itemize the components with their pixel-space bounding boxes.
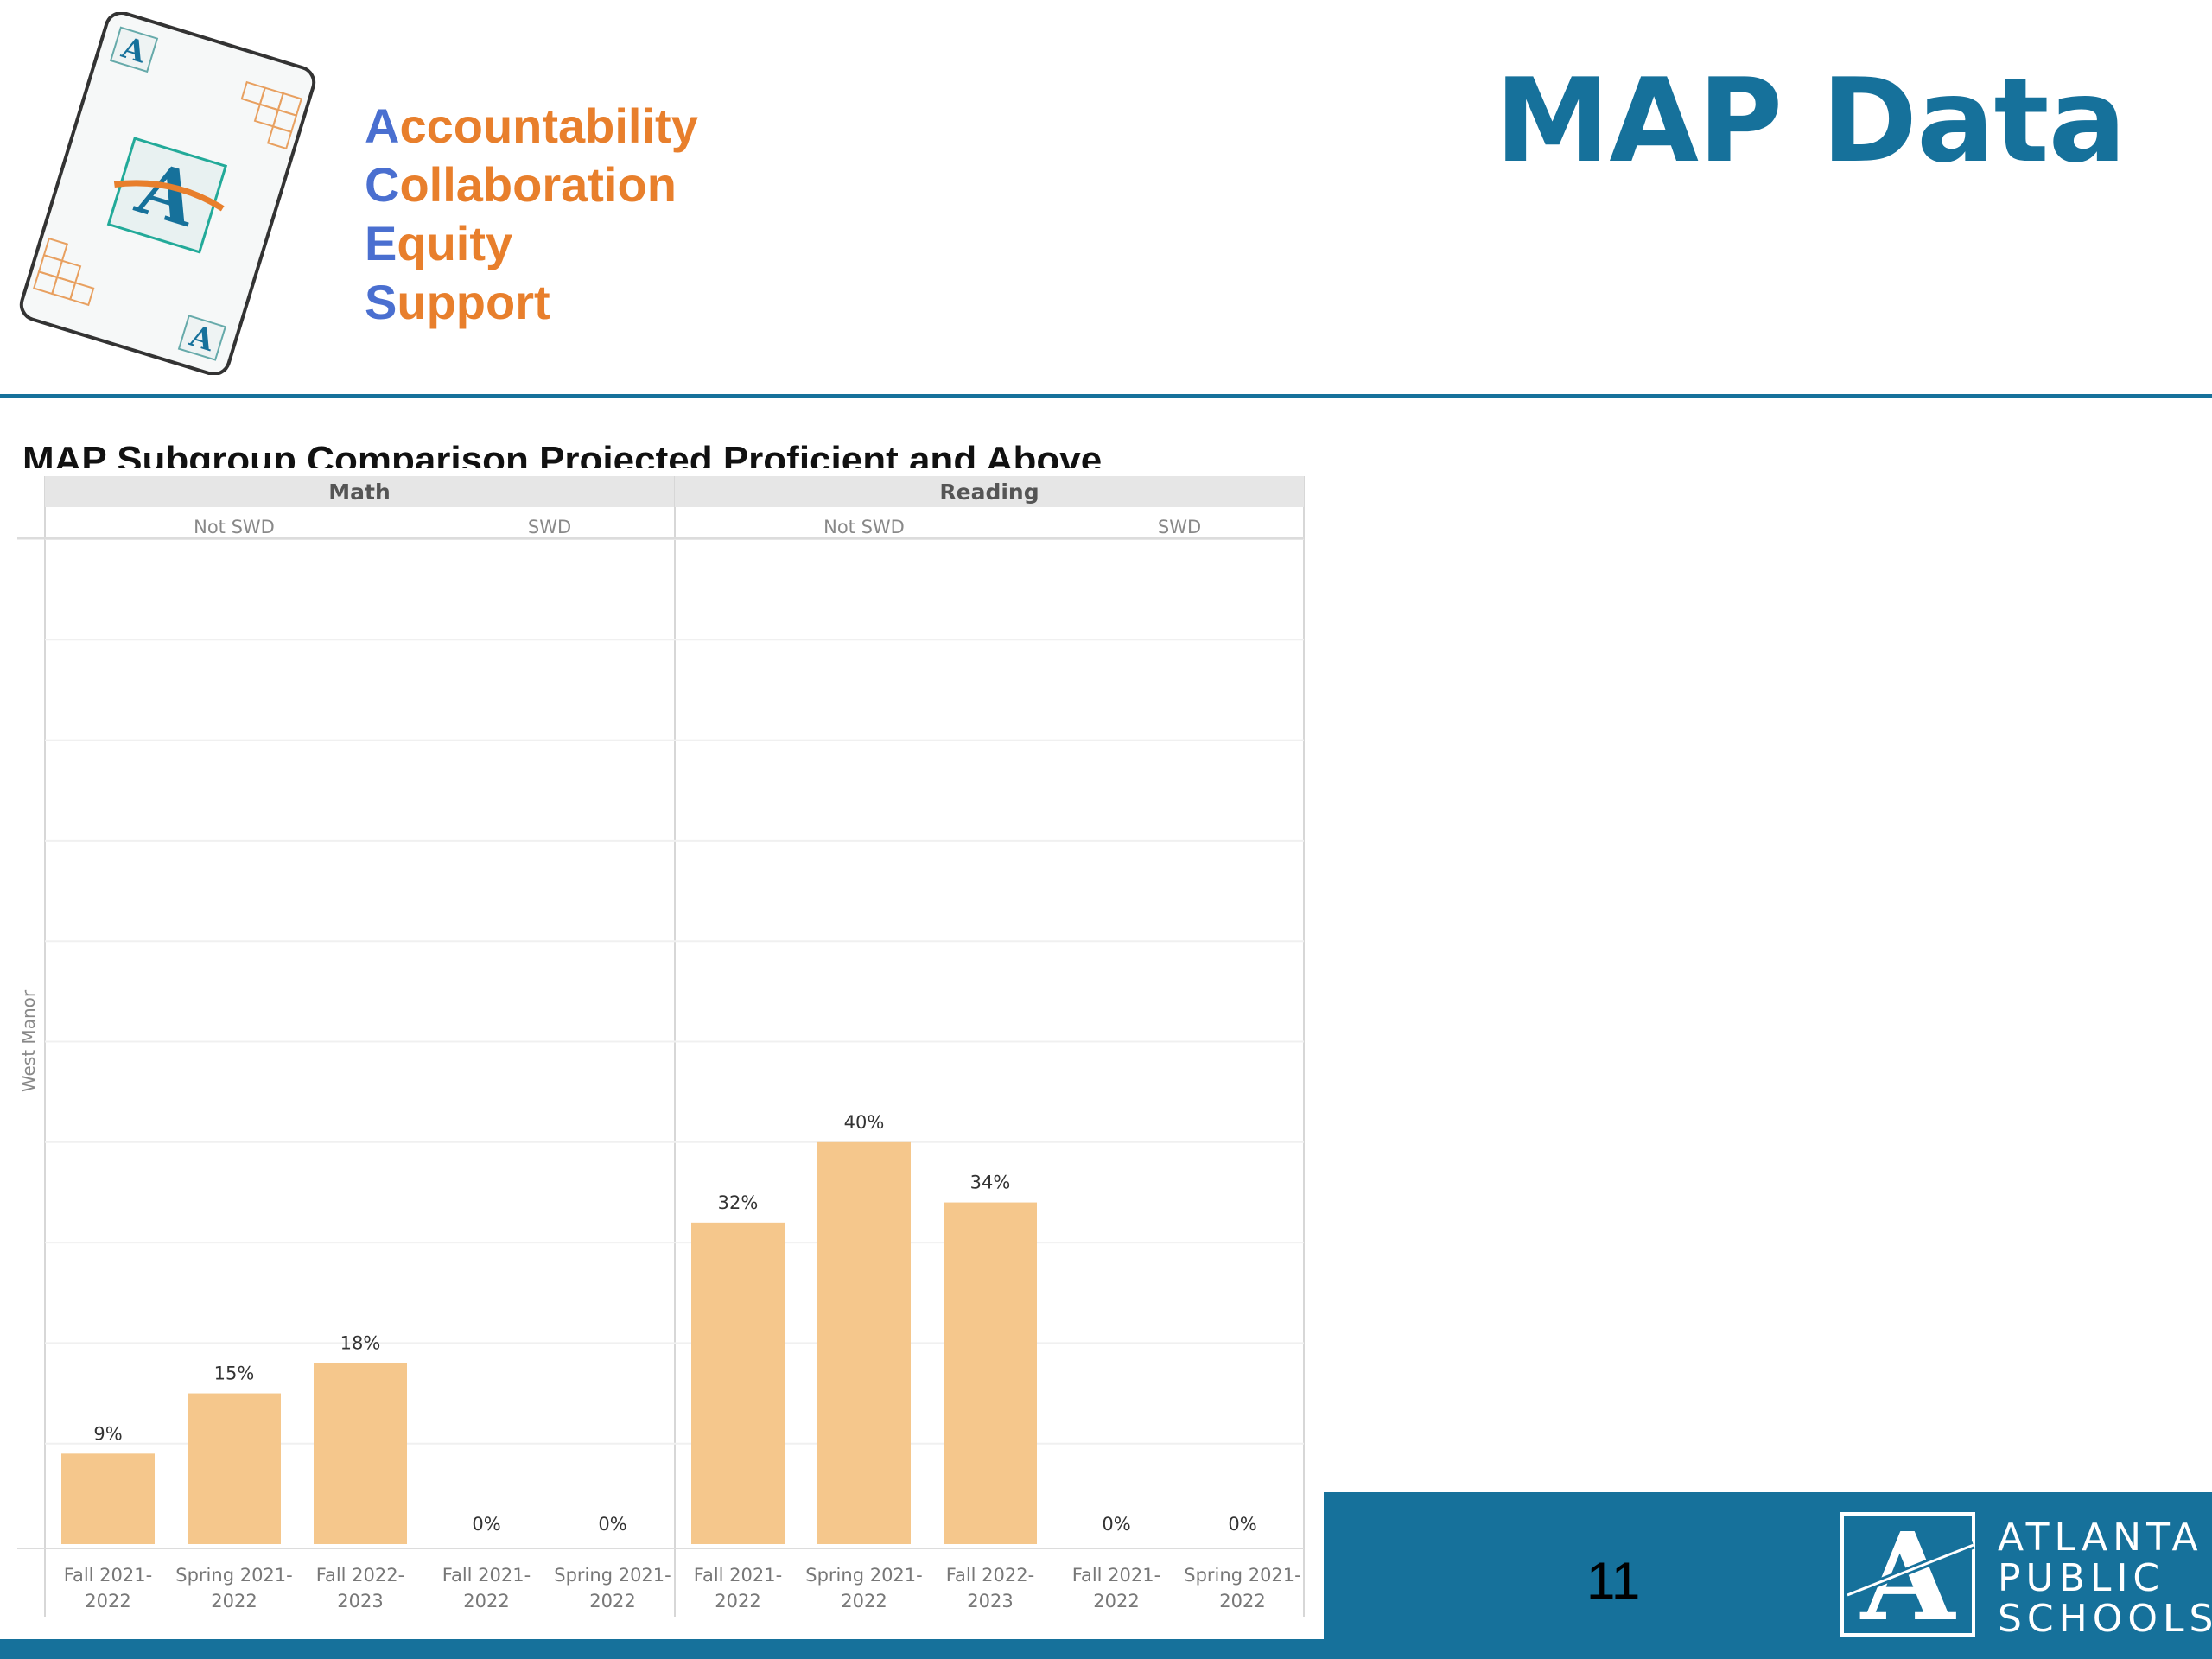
acronym-line-collaboration: Collaboration: [365, 161, 677, 209]
x-tick-label-line1: Fall 2021-: [442, 1565, 531, 1586]
x-tick-label-line1: Fall 2021-: [64, 1565, 152, 1586]
data-label: 0%: [1102, 1514, 1130, 1535]
group-header: SWD: [1158, 517, 1201, 537]
acronym-initial: S: [365, 275, 397, 329]
bar: [691, 1222, 785, 1544]
panel-header-reading: Reading: [939, 480, 1039, 505]
group-header: Not SWD: [194, 517, 275, 537]
data-label: 18%: [340, 1333, 381, 1354]
data-label: 40%: [844, 1112, 885, 1133]
x-tick-label-line2: 2022: [715, 1591, 760, 1611]
row-label: West Manor: [18, 989, 39, 1092]
org-name-line: PUBLIC: [1998, 1556, 2165, 1600]
x-tick-label-line1: Fall 2021-: [694, 1565, 782, 1586]
acronym-initial: E: [365, 216, 397, 270]
x-tick-label-line2: 2022: [589, 1591, 635, 1611]
acronym-rest: ollaboration: [399, 157, 677, 212]
slide-title: MAP Data: [1494, 54, 2126, 188]
x-tick-label-line2: 2022: [1093, 1591, 1139, 1611]
acronym-line-accountability: Accountability: [365, 102, 698, 150]
x-tick-label-line2: 2023: [337, 1591, 383, 1611]
bar: [188, 1393, 281, 1544]
panel-header-math: Math: [328, 480, 391, 505]
data-label: 15%: [214, 1363, 255, 1384]
group-header: Not SWD: [823, 517, 905, 537]
acronym-initial: A: [365, 99, 400, 153]
acronym-rest: quity: [397, 216, 513, 270]
x-tick-label-line2: 2022: [85, 1591, 130, 1611]
panel-header-bg: [45, 476, 674, 507]
acronym-line-equity: Equity: [365, 219, 512, 268]
acronym-rest: ccountability: [399, 99, 698, 153]
bar: [61, 1453, 155, 1544]
bar-chart: West Manor Math Not SWD 9% Fall 2021- 2022 15%…: [17, 476, 1305, 1617]
org-name-line: SCHOOLS: [1998, 1597, 2212, 1641]
x-tick-label-line1: Fall 2021-: [1072, 1565, 1160, 1586]
district-card-logo: A A A: [19, 12, 316, 375]
x-tick-label-line1: Spring 2021-: [175, 1565, 292, 1586]
x-tick-label-line2: 2022: [211, 1591, 257, 1611]
x-tick-label-line2: 2022: [463, 1591, 509, 1611]
x-tick-label-line1: Fall 2022-: [316, 1565, 404, 1586]
acronym-line-support: Support: [365, 278, 550, 327]
panel-header-bg: [675, 476, 1304, 507]
chart-panel: West Manor Math Not SWD 9% Fall 2021- 2022 15%…: [0, 471, 1324, 1639]
x-tick-label-line2: 2023: [967, 1591, 1013, 1611]
x-tick-label-line2: 2022: [1219, 1591, 1265, 1611]
x-tick-label-line1: Fall 2022-: [946, 1565, 1034, 1586]
acronym-rest: upport: [397, 275, 550, 329]
data-label: 9%: [93, 1423, 122, 1444]
slide-number: 11: [1586, 1552, 1641, 1610]
data-label: 0%: [598, 1514, 626, 1535]
header-divider: [0, 394, 2212, 398]
data-label: 32%: [718, 1192, 759, 1213]
x-tick-label-line2: 2022: [841, 1591, 887, 1611]
acronym-initial: C: [365, 157, 400, 212]
data-label: 0%: [472, 1514, 500, 1535]
x-tick-label-line1: Spring 2021-: [1184, 1565, 1300, 1586]
x-tick-label-line1: Spring 2021-: [805, 1565, 922, 1586]
group-header: SWD: [528, 517, 571, 537]
bar: [314, 1363, 407, 1544]
chart-title: MAP Subgroup Comparison Projected Profic…: [22, 439, 1103, 468]
bar: [817, 1141, 911, 1544]
bar: [944, 1202, 1037, 1544]
data-label: 34%: [970, 1173, 1011, 1193]
data-label: 0%: [1228, 1514, 1256, 1535]
chart-title-region: MAP Subgroup Comparison Projected Profic…: [22, 432, 1232, 468]
x-tick-label-line1: Spring 2021-: [554, 1565, 671, 1586]
org-name-line: ATLANTA: [1998, 1516, 2203, 1560]
aps-logo-icon: A: [1840, 1510, 1975, 1638]
